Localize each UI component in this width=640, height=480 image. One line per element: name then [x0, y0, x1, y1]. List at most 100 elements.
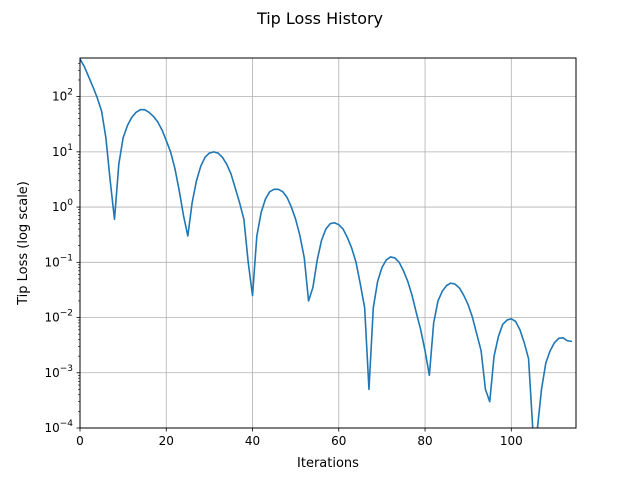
data-point	[437, 300, 439, 302]
data-point	[83, 66, 85, 68]
data-point	[523, 342, 525, 344]
data-point	[157, 121, 159, 123]
data-point	[226, 163, 228, 165]
data-point	[450, 282, 452, 284]
data-point	[493, 355, 495, 357]
y-tick-label: 101	[52, 143, 73, 159]
data-point	[346, 237, 348, 239]
data-point	[433, 322, 435, 324]
x-axis: 0 20 40 60 80 100	[76, 428, 523, 448]
data-point	[420, 329, 422, 331]
data-point	[446, 285, 448, 287]
data-point	[96, 97, 98, 99]
data-point	[286, 196, 288, 198]
data-point	[118, 163, 120, 165]
data-point	[269, 191, 271, 193]
data-point	[506, 319, 508, 321]
x-tick-label: 100	[500, 434, 523, 448]
y-tick-base: 10	[44, 255, 59, 269]
data-point	[480, 350, 482, 352]
x-tick-label: 0	[76, 434, 84, 448]
data-point	[459, 287, 461, 289]
y-tick-label: 10−3	[44, 364, 73, 380]
data-point	[208, 152, 210, 154]
chart-title: Tip Loss History	[256, 9, 383, 28]
data-point	[381, 267, 383, 269]
data-point	[428, 374, 430, 376]
data-point	[355, 261, 357, 263]
data-point	[566, 340, 568, 342]
data-point	[174, 167, 176, 169]
y-tick-exponent: −3	[60, 364, 73, 374]
data-point	[325, 228, 327, 230]
data-point	[385, 259, 387, 261]
data-point	[126, 124, 128, 126]
data-point	[191, 202, 193, 204]
data-point	[541, 388, 542, 390]
data-point	[114, 218, 115, 220]
data-point	[295, 218, 297, 220]
data-point	[390, 256, 392, 258]
data-point	[277, 188, 279, 190]
data-point	[497, 336, 499, 338]
data-point	[230, 173, 232, 175]
y-tick-exponent: 1	[67, 143, 73, 153]
data-point	[252, 295, 254, 297]
data-point	[528, 358, 530, 360]
data-point	[368, 388, 370, 390]
y-tick-exponent: −2	[60, 309, 73, 319]
data-point	[476, 333, 478, 335]
y-minor-ticks	[78, 63, 80, 412]
data-point	[109, 180, 111, 182]
data-point	[152, 115, 154, 117]
x-tick-label: 20	[159, 434, 174, 448]
data-point	[372, 307, 374, 309]
data-point	[553, 342, 555, 344]
y-tick-label: 102	[52, 88, 73, 104]
data-point	[139, 109, 141, 111]
data-point	[122, 137, 124, 139]
data-point	[183, 215, 185, 217]
data-point	[148, 111, 150, 113]
data-point	[463, 295, 465, 297]
data-point	[329, 223, 331, 225]
data-point	[221, 156, 223, 158]
series-layer	[80, 58, 573, 428]
y-tick-label: 10−1	[44, 253, 73, 269]
y-tick-label: 10−4	[44, 419, 73, 435]
data-point	[441, 290, 443, 292]
data-point	[338, 224, 340, 226]
data-point	[135, 111, 137, 113]
data-point	[467, 304, 469, 306]
data-point	[243, 218, 245, 220]
y-axis-title: Tip Loss (log scale)	[16, 181, 31, 306]
data-point	[290, 206, 292, 208]
data-point	[239, 202, 241, 204]
data-point	[424, 350, 426, 352]
y-tick-label: 100	[52, 198, 73, 214]
data-point	[359, 283, 361, 285]
x-tick-label: 60	[331, 434, 346, 448]
data-point	[131, 116, 133, 118]
series-points	[80, 58, 573, 403]
data-point	[316, 259, 318, 261]
y-tick-label: 10−2	[44, 309, 73, 325]
data-point	[489, 401, 491, 403]
data-point	[484, 388, 486, 390]
data-point	[571, 340, 573, 342]
data-point	[502, 323, 504, 325]
y-tick-exponent: −1	[60, 253, 73, 263]
data-point	[312, 286, 314, 288]
data-point	[407, 280, 409, 282]
data-point	[519, 329, 521, 331]
data-point	[92, 86, 94, 88]
data-point	[562, 337, 564, 339]
data-point	[88, 76, 90, 78]
y-tick-base: 10	[44, 366, 59, 380]
y-tick-base: 10	[44, 311, 59, 325]
plot-frame	[79, 57, 577, 429]
data-point	[178, 189, 180, 191]
